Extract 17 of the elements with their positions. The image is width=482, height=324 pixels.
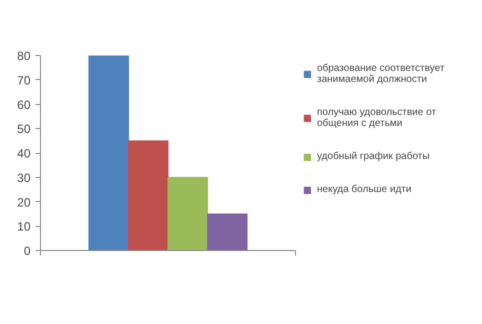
y-tick-label: 40	[17, 146, 31, 160]
legend-label: удобный график работы	[317, 151, 430, 162]
y-tick-label: 30	[17, 170, 31, 185]
y-tick-label: 80	[17, 49, 31, 63]
legend-label: образование соответствует занимаемой должности	[317, 63, 444, 85]
y-tick-label: 70	[17, 73, 31, 88]
bar	[168, 176, 208, 250]
bar	[207, 213, 248, 250]
bar	[88, 56, 129, 250]
y-tick-label: 0	[24, 244, 31, 258]
y-tick-label: 50	[17, 122, 31, 136]
legend-label: получаю удовольствие от общения с детьми	[317, 107, 436, 129]
bar	[128, 140, 168, 250]
legend-label: некуда больше идти	[317, 184, 412, 195]
y-tick-label: 20	[17, 195, 31, 210]
y-tick-label: 10	[17, 220, 31, 234]
y-tick-label: 60	[17, 98, 31, 112]
